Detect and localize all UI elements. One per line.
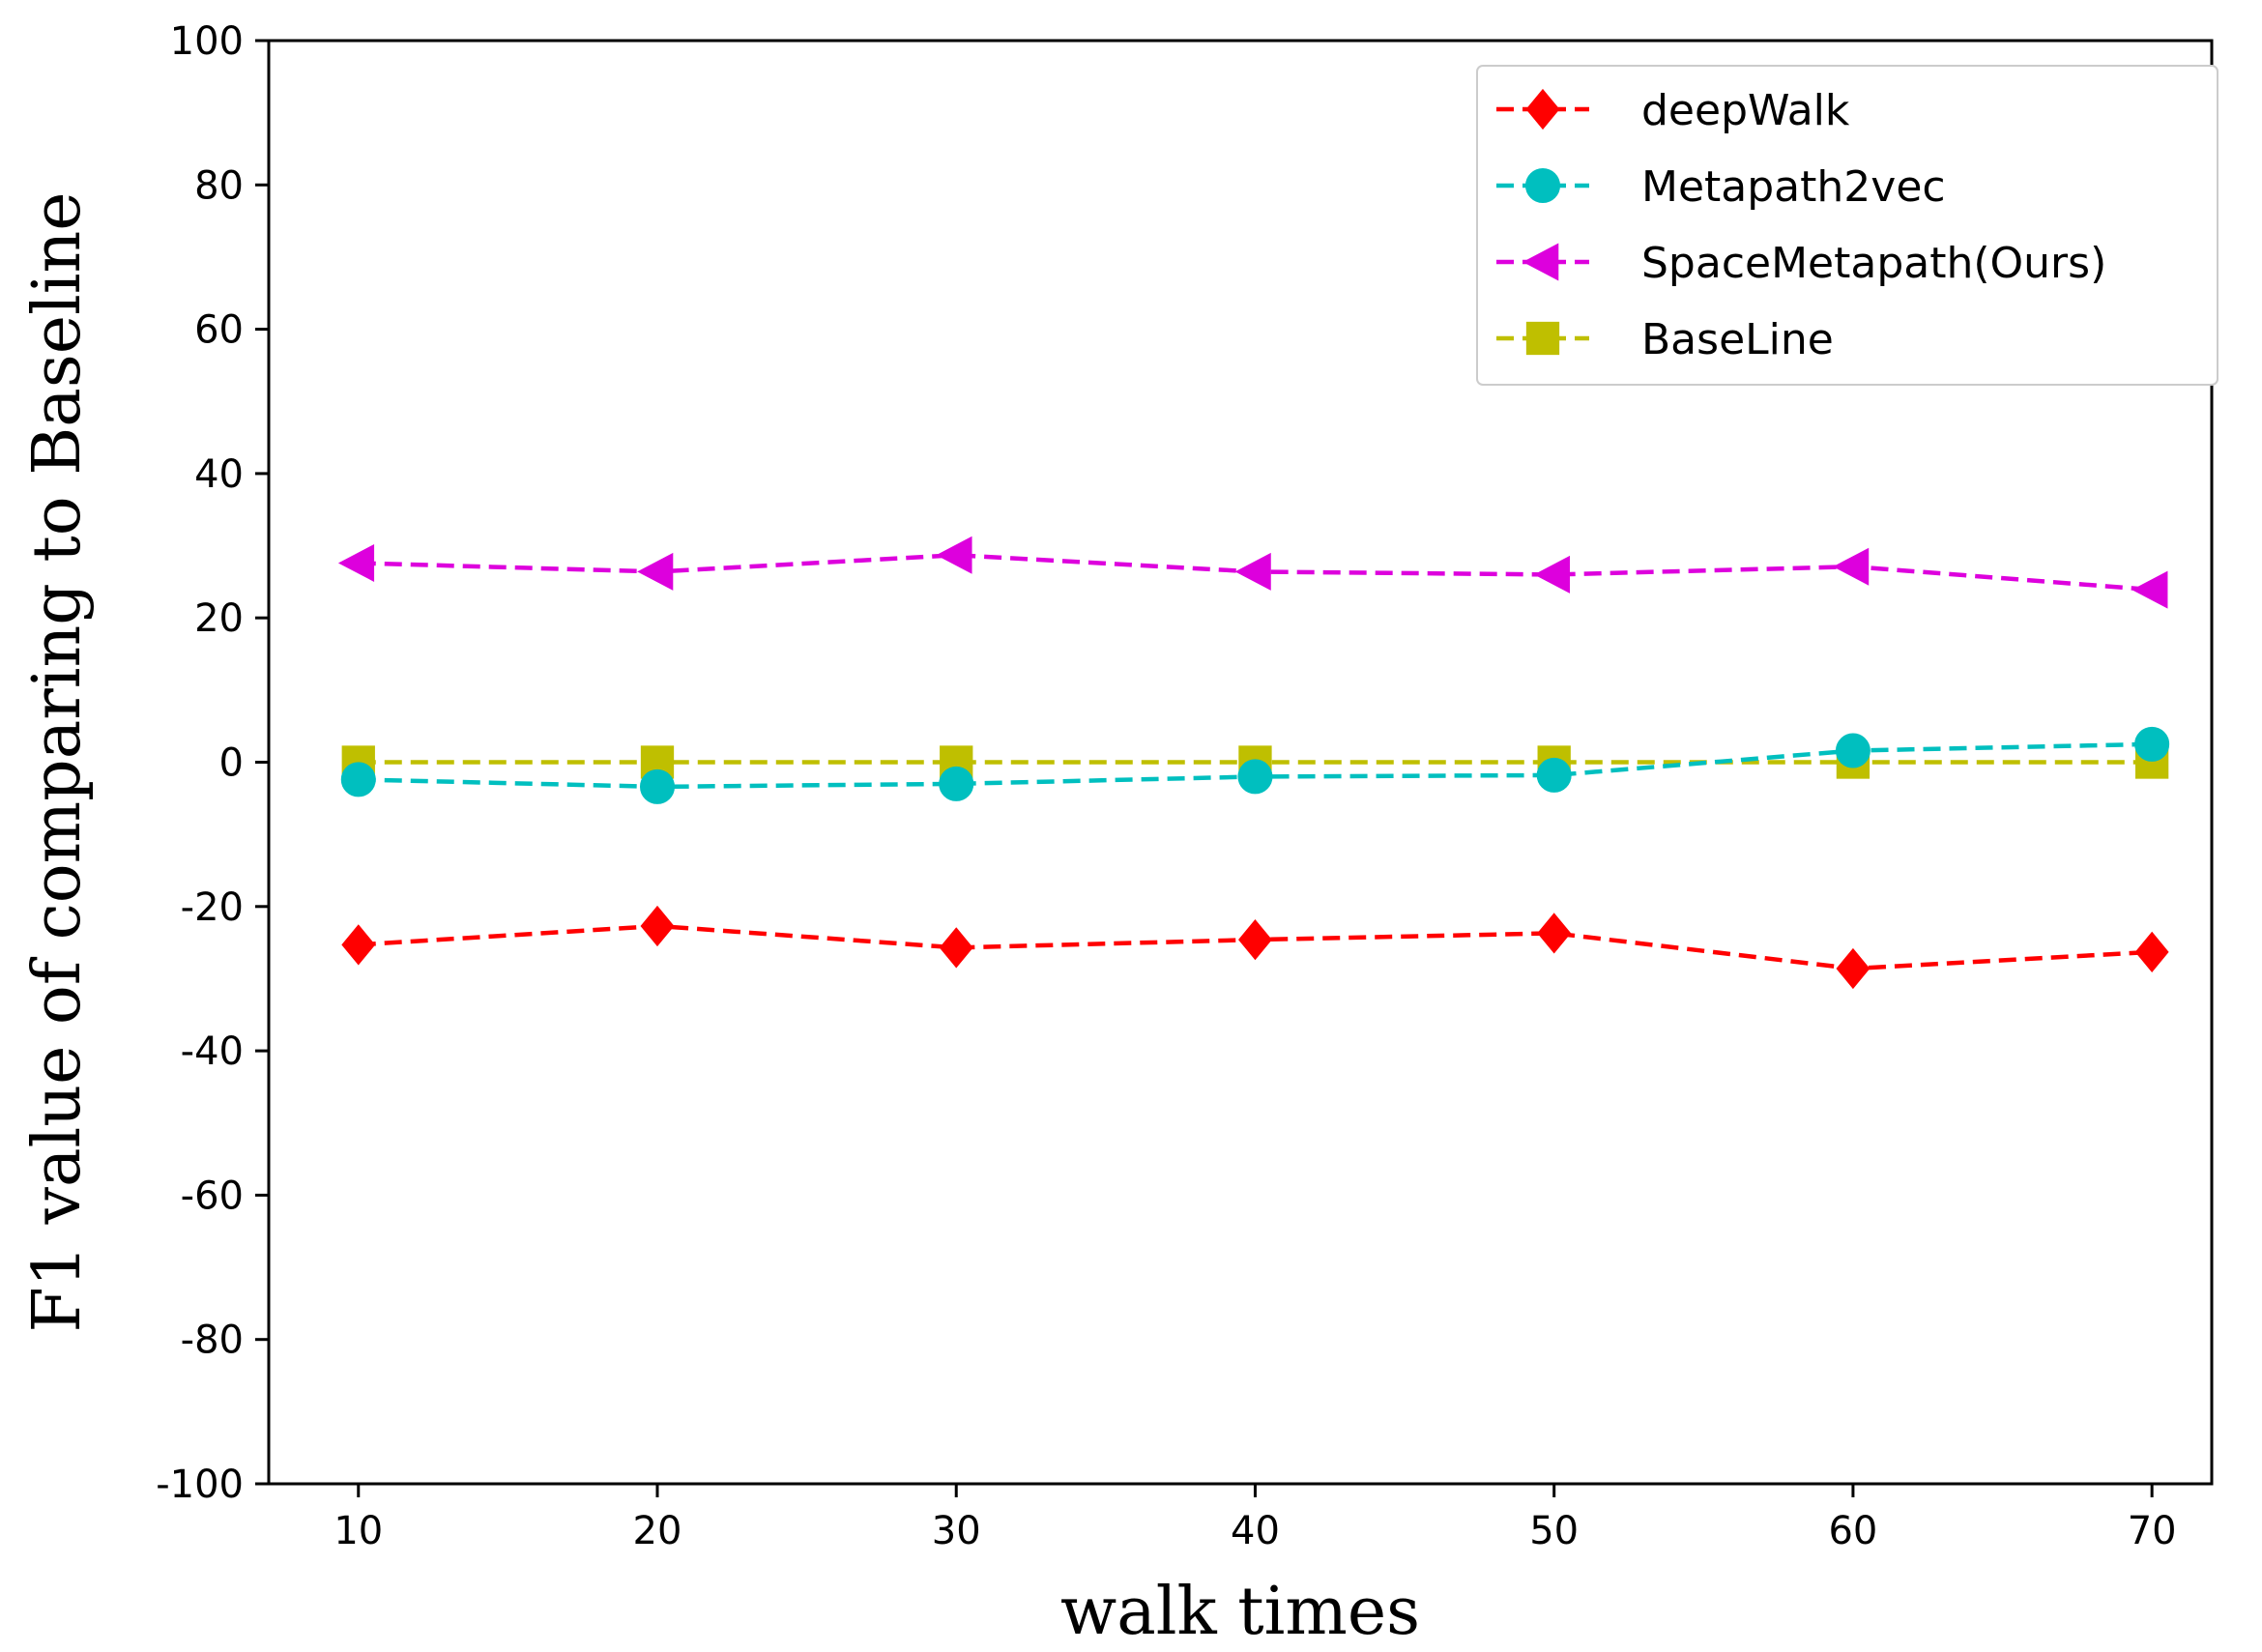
data-point-metapath2vec: [1835, 733, 1870, 768]
y-axis-label: F1 value of comparing to Baseline: [19, 192, 96, 1333]
legend-item-deepwalk: deepWalk: [1496, 86, 1850, 135]
legend-item-metapath2vec: Metapath2vec: [1496, 162, 1946, 212]
legend-label: deepWalk: [1641, 86, 1850, 135]
y-tick-label: 60: [194, 308, 244, 353]
y-tick-label: 0: [219, 741, 244, 786]
data-point-deepwalk: [341, 924, 376, 966]
legend-item-spacemetapath-ours: SpaceMetapath(Ours): [1496, 239, 2106, 288]
x-tick-label: 70: [2128, 1509, 2177, 1553]
y-tick-label: 20: [194, 596, 244, 641]
x-tick-label: 20: [633, 1509, 682, 1553]
y-tick-label: 40: [194, 452, 244, 497]
data-point-spacemetapath-ours: [637, 552, 674, 591]
legend-marker-deepwalk: [1525, 88, 1560, 130]
x-axis-ticks: 10 20 30 40 50 60 70: [334, 1484, 2177, 1553]
data-point-spacemetapath-ours: [1833, 547, 1870, 586]
data-point-metapath2vec: [340, 762, 376, 797]
legend-label: BaseLine: [1641, 315, 1834, 364]
y-tick-label: -20: [181, 885, 244, 930]
series-metapath2vec: [340, 726, 2170, 804]
data-point-metapath2vec: [2134, 726, 2170, 762]
data-point-baseline: [640, 745, 675, 779]
y-axis-ticks: 100 80 60 40 20 0 -20 -40 -60 -80 -100: [156, 19, 269, 1507]
y-tick-label: 80: [194, 163, 244, 208]
legend-box: [1476, 65, 2218, 386]
series-layer: [337, 536, 2170, 990]
data-point-spacemetapath-ours: [337, 543, 375, 582]
legend-marker-spacemetapath-ours: [1522, 243, 1559, 281]
data-point-deepwalk: [939, 927, 973, 969]
y-tick-label: -40: [181, 1029, 244, 1074]
data-point-deepwalk: [640, 905, 675, 947]
data-point-deepwalk: [1238, 919, 1272, 961]
x-tick-label: 60: [1828, 1509, 1877, 1553]
data-point-deepwalk: [1537, 913, 1572, 954]
data-point-spacemetapath-ours: [1234, 552, 1271, 591]
data-point-metapath2vec: [640, 768, 675, 804]
data-point-metapath2vec: [1536, 757, 1572, 793]
y-tick-label: 100: [170, 19, 244, 64]
data-point-metapath2vec: [1237, 759, 1273, 795]
legend-label: SpaceMetapath(Ours): [1641, 239, 2106, 288]
x-axis-label: walk times: [1060, 1574, 1420, 1650]
data-point-spacemetapath-ours: [2132, 570, 2168, 609]
legend: deepWalk Metapath2vec SpaceMetapath(Ours) B…: [1476, 65, 2218, 386]
data-point-spacemetapath-ours: [1533, 555, 1570, 594]
legend-marker-baseline: [1525, 321, 1560, 356]
data-point-deepwalk: [1836, 947, 1870, 990]
data-point-metapath2vec: [939, 766, 974, 801]
y-tick-label: -80: [181, 1319, 244, 1363]
legend-label: Metapath2vec: [1641, 162, 1946, 212]
x-tick-label: 10: [334, 1509, 383, 1553]
x-tick-label: 50: [1529, 1509, 1579, 1553]
legend-marker-metapath2vec: [1525, 168, 1560, 203]
data-point-spacemetapath-ours: [936, 536, 972, 574]
y-tick-label: -100: [156, 1463, 244, 1507]
x-tick-label: 30: [932, 1509, 981, 1553]
series-spacemetapath-ours: [337, 536, 2168, 609]
legend-item-baseline: BaseLine: [1496, 315, 1834, 364]
data-point-deepwalk: [2134, 931, 2169, 972]
series-deepwalk: [341, 905, 2169, 990]
y-tick-label: -60: [181, 1174, 244, 1218]
x-tick-label: 40: [1231, 1509, 1280, 1553]
